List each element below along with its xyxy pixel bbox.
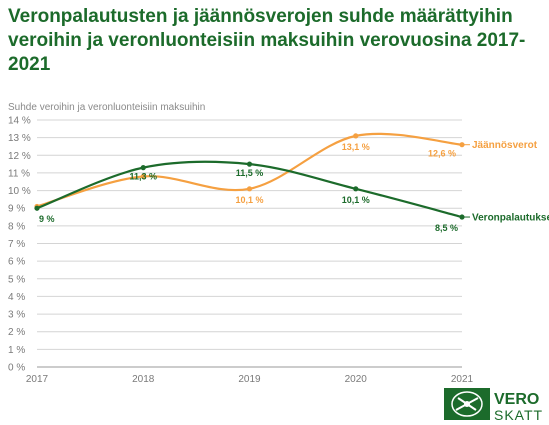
data-point bbox=[353, 186, 359, 192]
y-tick-label: 3 % bbox=[8, 310, 25, 321]
data-point bbox=[246, 161, 253, 167]
y-tick-label: 0 % bbox=[8, 363, 25, 374]
data-label: 10,1 % bbox=[342, 195, 370, 205]
y-tick-label: 9 % bbox=[8, 204, 25, 215]
logo-text-vero: VERO bbox=[494, 391, 539, 408]
data-label: 11,3 % bbox=[129, 172, 157, 182]
y-tick-label: 10 % bbox=[8, 186, 31, 197]
x-tick-label: 2019 bbox=[238, 374, 261, 385]
data-point bbox=[140, 173, 146, 180]
x-tick-label: 2018 bbox=[132, 374, 155, 385]
y-tick-label: 11 % bbox=[8, 168, 30, 179]
data-label: 13,1 % bbox=[342, 142, 370, 152]
y-axis-label: Suhde veroihin ja veronluonteisiin maksu… bbox=[8, 102, 205, 113]
x-tick-label: 2021 bbox=[451, 374, 474, 385]
data-point bbox=[353, 133, 359, 139]
data-label: 10,1 % bbox=[235, 195, 263, 205]
data-label: 9 % bbox=[39, 214, 55, 224]
logo-text-skatt: SKATT bbox=[494, 407, 543, 422]
y-tick-label: 6 % bbox=[8, 257, 25, 268]
y-tick-label: 2 % bbox=[8, 327, 25, 338]
y-tick-label: 1 % bbox=[8, 345, 25, 356]
x-tick-label: 2020 bbox=[345, 374, 368, 385]
series-name-label: Jäännösverot bbox=[472, 140, 538, 151]
vero-skatt-logo: VERO SKATT bbox=[444, 388, 543, 422]
data-label: 11,5 % bbox=[236, 168, 264, 178]
chart-title: Veronpalautusten ja jäännösverojen suhde… bbox=[8, 6, 526, 75]
y-tick-label: 13 % bbox=[8, 133, 31, 144]
data-label: 12,6 % bbox=[428, 149, 456, 159]
series-name-label: Veronpalautukset bbox=[472, 213, 549, 224]
data-point bbox=[459, 214, 465, 220]
y-tick-label: 12 % bbox=[8, 151, 31, 162]
x-tick-label: 2017 bbox=[26, 374, 49, 385]
data-label: 8,5 % bbox=[435, 223, 458, 233]
data-point bbox=[459, 142, 465, 148]
y-tick-label: 7 % bbox=[8, 239, 25, 250]
y-tick-label: 5 % bbox=[8, 274, 25, 285]
data-point bbox=[246, 186, 253, 192]
y-tick-label: 4 % bbox=[8, 292, 25, 303]
y-tick-label: 14 % bbox=[8, 116, 31, 127]
data-point bbox=[34, 205, 40, 211]
y-tick-label: 8 % bbox=[8, 221, 25, 232]
data-point bbox=[140, 165, 146, 171]
